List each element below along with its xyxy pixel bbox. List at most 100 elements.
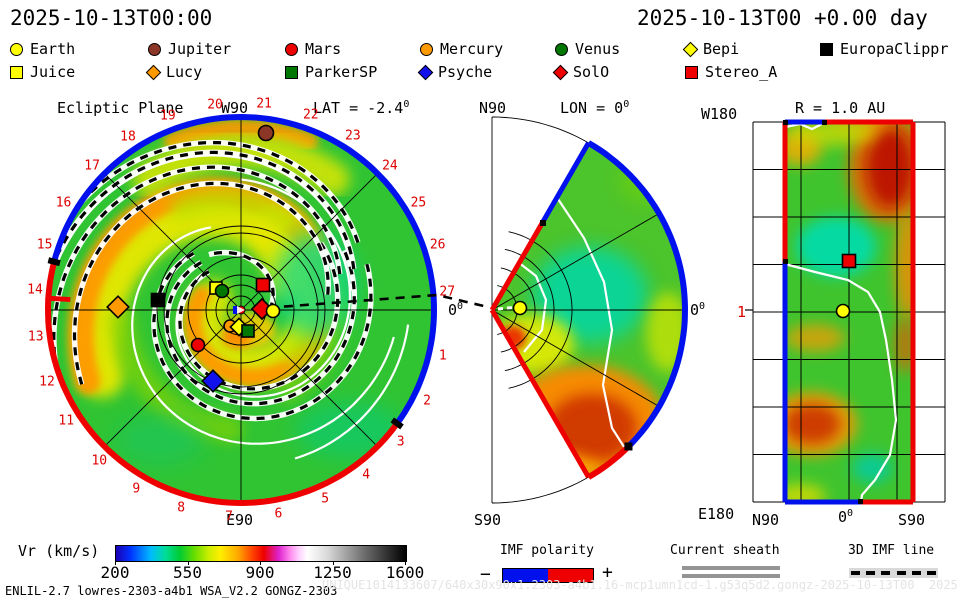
legend-label: Venus <box>575 40 621 58</box>
colorbar-tickmark <box>187 561 189 565</box>
map-zero-deg-label: 00 <box>838 508 854 526</box>
marker-stereo_a <box>841 253 857 269</box>
europaclippr-marker-icon <box>820 42 833 56</box>
marker-psyche <box>201 369 225 393</box>
fan-s90-label: S90 <box>474 511 502 529</box>
legend-item-stereo_a: Stereo_A <box>685 63 777 81</box>
legend-label: EuropaClippr <box>840 40 949 58</box>
imf-negative-swatch <box>503 569 548 582</box>
juice-marker-icon <box>10 65 23 79</box>
watermark: UNIQUE1014133607/640x30x90x1.2303-a4b1.1… <box>322 578 960 592</box>
legend-item-jupiter: Jupiter <box>148 40 231 58</box>
imf-line-label: 3D IMF line <box>848 543 935 558</box>
colorbar-tick-550: 550 <box>173 563 202 582</box>
legend-item-lucy: Lucy <box>145 63 203 81</box>
lon-label: LON = 00 <box>560 99 630 117</box>
colorbar-tickmark <box>115 561 116 565</box>
model-info: ENLIL-2.7 lowres-2303-a4b1 WSA_V2.2 GONG… <box>5 584 338 598</box>
earth-marker-icon <box>10 42 23 56</box>
legend-label: Juice <box>30 63 76 81</box>
map-day-tick-label: 1 <box>737 303 747 321</box>
legend-label: Psyche <box>438 63 493 81</box>
legend-label: Mars <box>305 40 342 58</box>
radial-map-panel <box>745 119 946 505</box>
lucy-marker-icon <box>145 64 162 80</box>
colorbar-tick-1250: 1250 <box>313 563 352 582</box>
legend-row-2: Juice Lucy ParkerSP Psyche SolO Stereo_A <box>0 63 960 81</box>
ecliptic-panel-title: Ecliptic Plane <box>57 99 184 117</box>
legend-item-psyche: Psyche <box>417 63 493 81</box>
imf-positive-swatch <box>548 569 593 582</box>
legend-item-solo: SolO <box>552 63 610 81</box>
legend-item-mars: Mars <box>285 40 341 58</box>
legend-item-mercury: Mercury <box>420 40 503 58</box>
legend-label: Lucy <box>166 63 203 81</box>
marker-lucy <box>106 295 130 319</box>
marker-earth <box>265 303 281 319</box>
map-e180-label: E180 <box>698 505 735 523</box>
legend-item-parkersp: ParkerSP <box>285 63 377 81</box>
ecliptic-panel <box>44 113 489 507</box>
mercury-marker-icon <box>420 42 433 56</box>
imf-line-sample <box>849 568 938 578</box>
legend-item-juice: Juice <box>10 63 75 81</box>
map-s90-label: S90 <box>898 511 926 529</box>
colorbar-tickmark <box>332 561 334 565</box>
legend-label: Earth <box>30 40 76 58</box>
map-panel-title: R = 1.0 AU <box>795 99 886 117</box>
marker-mars <box>190 337 206 353</box>
legend-label: Stereo_A <box>705 63 778 81</box>
legend-label: ParkerSP <box>305 63 378 81</box>
legend-label: Bepi <box>703 40 740 58</box>
ecliptic-e90-label: E90 <box>226 511 254 529</box>
map-w180-label: W180 <box>701 105 738 123</box>
colorbar-tickmark <box>405 561 406 565</box>
legend-label: Mercury <box>440 40 504 58</box>
marker-jupiter <box>257 124 275 142</box>
imf-polarity-label: IMF polarity <box>500 543 594 558</box>
timestamp-right: 2025-10-13T00 +0.00 day <box>637 6 928 30</box>
marker-venus <box>214 283 230 299</box>
legend-item-europaclippr: EuropaClippr <box>820 40 948 58</box>
colorbar-tick-200: 200 <box>100 563 130 582</box>
timestamp-left: 2025-10-13T00:00 <box>10 6 213 30</box>
legend-item-earth: Earth <box>10 40 75 58</box>
current-sheath-label: Current sheath <box>670 543 780 558</box>
marker-stereo_a <box>255 277 271 293</box>
solo-marker-icon <box>552 64 569 80</box>
psyche-marker-icon <box>417 64 434 80</box>
ecliptic-zero-deg-label: 00 <box>448 301 464 319</box>
imf-plus-sign: + <box>602 562 613 583</box>
marker-earth <box>835 303 851 319</box>
parkersp-marker-icon <box>285 65 298 79</box>
meridional-panel <box>489 116 689 504</box>
velocity-colorbar <box>115 545 407 562</box>
imf-polarity-bar <box>502 568 594 583</box>
current-sheath-bar-2 <box>682 574 780 578</box>
stereo_a-marker-icon <box>685 65 698 79</box>
current-sheath-bar-1 <box>682 566 780 570</box>
lat-label: LAT = -2.40 <box>313 99 410 117</box>
bepi-marker-icon <box>682 41 699 57</box>
legend-item-venus: Venus <box>555 40 620 58</box>
legend-item-bepi: Bepi <box>682 40 740 58</box>
legend-row-1: Earth Jupiter Mars Mercury Venus Bepi EuropaCl… <box>0 40 960 58</box>
venus-marker-icon <box>555 42 568 56</box>
marker-europaclippr <box>150 292 166 308</box>
jupiter-marker-icon <box>148 42 161 56</box>
colorbar-label: Vr (km/s) <box>18 542 100 560</box>
mars-marker-icon <box>285 42 298 56</box>
map-n90-label: N90 <box>752 511 780 529</box>
marker-parkersp <box>241 324 255 338</box>
colorbar-tickmark <box>260 561 261 565</box>
fan-n90-label: N90 <box>479 99 507 117</box>
colorbar-tick-1600: 1600 <box>385 563 425 582</box>
colorbar-tick-900: 900 <box>245 563 275 582</box>
fan-zero-deg-label: 00 <box>690 301 706 319</box>
legend-label: Jupiter <box>168 40 232 58</box>
legend-label: SolO <box>573 63 610 81</box>
marker-earth <box>512 300 528 316</box>
imf-minus-sign: − <box>480 564 491 585</box>
